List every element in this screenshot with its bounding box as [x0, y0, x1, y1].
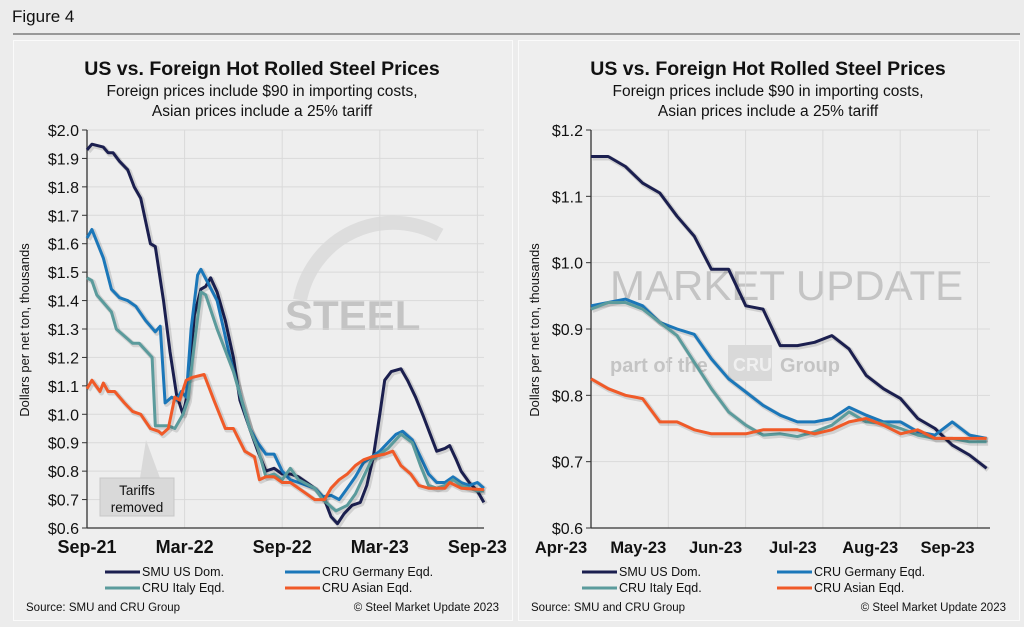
annotation-line-2: removed [111, 500, 164, 515]
x-tick-label: Mar-22 [156, 537, 214, 557]
x-tick-label: Sep-23 [920, 539, 974, 557]
series-line-cru-germany-eqd [85, 228, 485, 502]
y-tick-label: $1.0 [48, 407, 79, 424]
right-chart: US vs. Foreign Hot Rolled Steel Prices F… [527, 58, 1006, 614]
watermark-logo: STEEL MARKET UPDATE part of the CRU Grou… [285, 215, 963, 381]
left-y-axis-title: Dollars per net ton, thousands [17, 243, 32, 417]
y-tick-label: $1.9 [48, 151, 79, 168]
figure-label: Figure 4 [12, 7, 74, 26]
y-tick-label: $1.1 [48, 379, 79, 396]
y-tick-label: $1.5 [48, 265, 79, 282]
left-legend: SMU US Dom. CRU Germany Eqd. CRU Italy E… [105, 565, 433, 595]
right-panel [518, 40, 1020, 621]
svg-text:CRU: CRU [733, 355, 772, 375]
y-tick-label: $1.0 [552, 256, 583, 273]
left-chart-title: US vs. Foreign Hot Rolled Steel Prices [84, 58, 440, 80]
legend-label-smu: SMU US Dom. [142, 565, 224, 579]
x-tick-label: Jul-23 [769, 539, 817, 557]
annotation-line-1: Tariffs [119, 483, 155, 498]
y-tick-label: $0.6 [552, 521, 583, 538]
y-tick-label: $0.8 [48, 464, 79, 481]
x-tick-label: Mar-23 [351, 537, 409, 557]
right-y-axis-title: Dollars per net ton, thousands [527, 243, 542, 417]
left-source: Source: SMU and CRU Group [26, 602, 180, 614]
series-line-cru-asian-eqd [85, 373, 484, 502]
y-tick-label: $1.6 [48, 237, 79, 254]
series-line-cru-italy-eqd [590, 301, 987, 444]
y-tick-label: $0.7 [48, 493, 79, 510]
legend-label-germany: CRU Germany Eqd. [814, 565, 925, 579]
left-copyright: © Steel Market Update 2023 [354, 602, 499, 614]
x-tick-label: Jun-23 [689, 539, 742, 557]
x-tick-label: Aug-23 [842, 539, 898, 557]
legend-label-asian: CRU Asian Eqd. [814, 581, 904, 595]
series-line-smu-us-dom [591, 155, 988, 470]
x-tick-label: May-23 [610, 539, 666, 557]
y-tick-label: $1.4 [48, 294, 79, 311]
y-tick-label: $1.2 [48, 350, 79, 367]
svg-text:Group: Group [780, 355, 840, 377]
y-tick-label: $0.8 [552, 388, 583, 405]
left-chart-subtitle-1: Foreign prices include $90 in importing … [106, 83, 417, 100]
legend-label-italy: CRU Italy Eqd. [142, 581, 225, 595]
legend-label-asian: CRU Asian Eqd. [322, 581, 412, 595]
y-tick-label: $1.7 [48, 208, 79, 225]
legend-label-germany: CRU Germany Eqd. [322, 565, 433, 579]
legend-label-italy: CRU Italy Eqd. [619, 581, 702, 595]
y-tick-label: $1.3 [48, 322, 79, 339]
x-tick-label: Sep-22 [253, 537, 312, 557]
right-source: Source: SMU and CRU Group [531, 602, 685, 614]
left-chart: US vs. Foreign Hot Rolled Steel Prices F… [17, 58, 507, 614]
right-copyright: © Steel Market Update 2023 [861, 602, 1006, 614]
right-chart-subtitle-1: Foreign prices include $90 in importing … [612, 83, 923, 100]
series-line-cru-italy-eqd [86, 276, 484, 513]
x-tick-label: Apr-23 [535, 539, 587, 557]
right-chart-subtitle-2: Asian prices include a 25% tariff [658, 103, 879, 120]
series-line-smu-us-dom [85, 142, 486, 526]
left-chart-subtitle-2: Asian prices include a 25% tariff [152, 103, 373, 120]
y-tick-label: $1.8 [48, 180, 79, 197]
svg-text:MARKET UPDATE: MARKET UPDATE [610, 262, 963, 309]
y-tick-label: $2.0 [48, 123, 79, 140]
right-legend: SMU US Dom. CRU Germany Eqd. CRU Italy E… [582, 565, 925, 595]
y-tick-label: $0.7 [552, 455, 583, 472]
y-tick-label: $0.9 [48, 436, 79, 453]
x-tick-label: Sep-21 [57, 537, 116, 557]
x-tick-label: Sep-23 [448, 537, 507, 557]
y-tick-label: $0.9 [552, 322, 583, 339]
right-chart-title: US vs. Foreign Hot Rolled Steel Prices [590, 58, 946, 80]
svg-text:STEEL: STEEL [285, 292, 420, 339]
left-panel [13, 40, 513, 621]
tariffs-annotation: Tariffs removed [99, 440, 175, 517]
y-tick-label: $1.2 [552, 123, 583, 140]
legend-label-smu: SMU US Dom. [619, 565, 701, 579]
y-tick-label: $0.6 [48, 521, 79, 538]
svg-text:part of the: part of the [610, 355, 708, 377]
series-line-cru-asian-eqd [590, 377, 987, 440]
y-tick-label: $1.1 [552, 189, 583, 206]
